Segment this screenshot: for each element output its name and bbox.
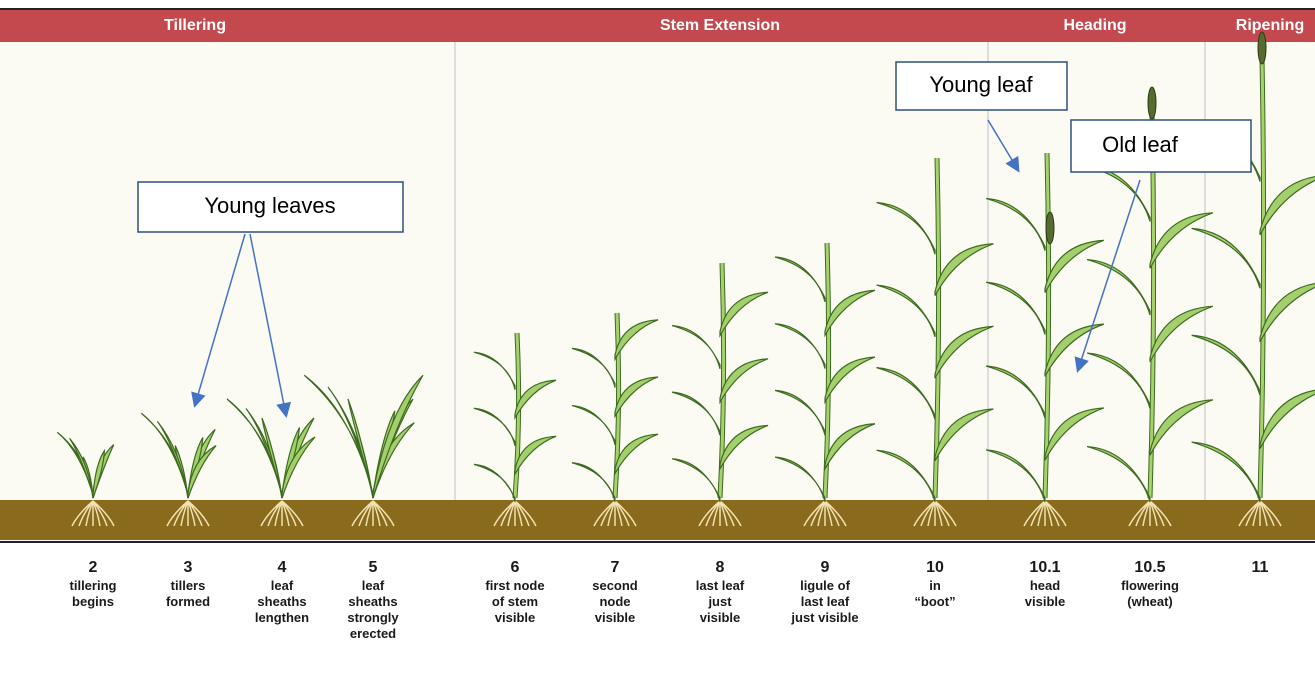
- stage-description: ligule of: [800, 578, 851, 593]
- stage-description: head: [1030, 578, 1060, 593]
- stage-description: visible: [595, 610, 635, 625]
- stage-description: sheaths: [257, 594, 306, 609]
- stage-number: 10: [926, 559, 944, 576]
- head: [1046, 212, 1054, 244]
- stage-number: 9: [821, 559, 830, 576]
- stage-number: 5: [369, 559, 378, 576]
- growth-stage-diagram: Tillering Stem Extension Heading Ripening 2 t…: [0, 0, 1315, 677]
- stage-description: formed: [166, 594, 210, 609]
- phase-label: Tillering: [164, 17, 226, 34]
- stage-description: strongly: [347, 610, 399, 625]
- phase-label: Stem Extension: [660, 17, 780, 34]
- stage-description: begins: [72, 594, 114, 609]
- stage-description: just: [707, 594, 732, 609]
- stage-description: (wheat): [1127, 594, 1173, 609]
- stage-description: last leaf: [696, 578, 745, 593]
- stage-description: leaf: [271, 578, 294, 593]
- callout-label: Old leaf: [1102, 132, 1179, 157]
- stage-description: second: [592, 578, 638, 593]
- phase-label: Heading: [1063, 17, 1126, 34]
- stage-description: “boot”: [914, 594, 955, 609]
- stage-number: 3: [184, 559, 193, 576]
- stage-description: in: [929, 578, 941, 593]
- head: [1148, 87, 1156, 119]
- stage-description: tillering: [70, 578, 117, 593]
- stage-number: 2: [89, 559, 98, 576]
- stage-description: just visible: [790, 610, 858, 625]
- stage-description: node: [599, 594, 630, 609]
- stage-number: 8: [716, 559, 725, 576]
- stage-description: flowering: [1121, 578, 1179, 593]
- stage-description: visible: [495, 610, 535, 625]
- stage-description: last leaf: [801, 594, 850, 609]
- stage-description: visible: [1025, 594, 1065, 609]
- callout-label: Young leaf: [929, 72, 1033, 97]
- stage-number: 11: [1252, 559, 1269, 576]
- stage-description: lengthen: [255, 610, 309, 625]
- stage-description: visible: [700, 610, 740, 625]
- head: [1258, 32, 1266, 64]
- stage-number: 10.1: [1029, 559, 1060, 576]
- phase-label: Ripening: [1236, 17, 1304, 34]
- callout-label: Young leaves: [204, 193, 335, 218]
- stage-description: of stem: [492, 594, 538, 609]
- stage-description: tillers: [171, 578, 206, 593]
- stage-number: 6: [511, 559, 520, 576]
- stage-description: first node: [485, 578, 544, 593]
- soil: [0, 500, 1315, 540]
- stage-number: 7: [611, 559, 620, 576]
- stage-number: 10.5: [1134, 559, 1165, 576]
- stage-description: leaf: [362, 578, 385, 593]
- stage-description: sheaths: [348, 594, 397, 609]
- stage-description: erected: [350, 626, 396, 641]
- stage-number: 4: [278, 559, 287, 576]
